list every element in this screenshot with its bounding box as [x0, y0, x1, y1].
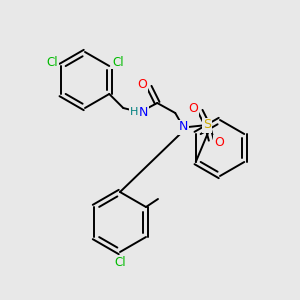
- Text: S: S: [203, 118, 211, 131]
- Text: O: O: [214, 136, 224, 148]
- Text: O: O: [188, 103, 198, 116]
- Text: Cl: Cl: [112, 56, 124, 68]
- Text: Cl: Cl: [46, 56, 58, 68]
- Text: N: N: [139, 106, 148, 118]
- Text: Cl: Cl: [114, 256, 126, 268]
- Text: N: N: [178, 121, 188, 134]
- Text: O: O: [137, 77, 147, 91]
- Text: H: H: [130, 107, 138, 117]
